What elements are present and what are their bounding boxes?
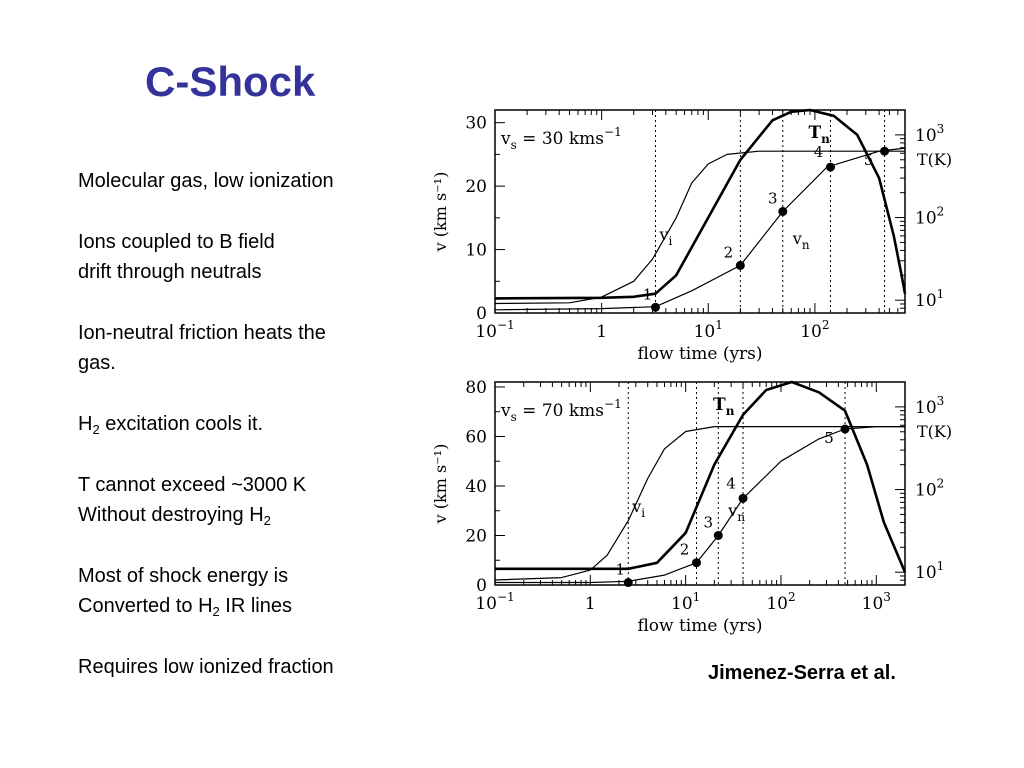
right-axis-label: T(K) (917, 422, 952, 441)
marker-label: 5 (824, 429, 834, 447)
bullet-text: Ions coupled to B field (78, 231, 275, 253)
series-label-vi: vi (658, 225, 672, 248)
marker-label: 4 (726, 474, 736, 492)
bullet-text: IR lines (219, 595, 292, 617)
x-axis-label: flow time (yrs) (637, 344, 762, 364)
bullet-item: H2 excitation cools it. (78, 409, 418, 439)
y-tick-label: 0 (476, 304, 487, 324)
bullet-text: Without destroying H (78, 504, 264, 526)
bullet-item: T cannot exceed ~3000 K Without destroyin… (78, 470, 418, 530)
marker-point (623, 578, 633, 588)
right-tick-label: 102 (915, 205, 944, 229)
marker-point (735, 260, 745, 270)
bullet-text: Requires low ionized fraction (78, 656, 334, 678)
right-tick-label: 102 (915, 477, 944, 501)
right-axis-label: T(K) (917, 150, 952, 169)
y-tick-label: 60 (465, 427, 487, 447)
marker-label: 4 (814, 143, 824, 161)
bullet-text: Converted to H (78, 595, 213, 617)
chart-bottom: 10−1 1 101 102 103 flow time (yrs) 0 20 40 60 80 v … (431, 378, 952, 636)
bullet-item: Requires low ionized fraction (78, 652, 418, 682)
bullet-item: Ions coupled to B field drift through neu… (78, 227, 418, 287)
x-axis-label: flow time (yrs) (637, 616, 762, 636)
shock-speed-annotation: vs = 70 kms−1 (500, 397, 622, 424)
marker-point (840, 424, 850, 434)
marker-label: 3 (704, 513, 714, 531)
right-tick-label: 103 (915, 394, 944, 418)
bullet-item: Most of shock energy is Converted to H2 I… (78, 561, 418, 621)
marker-label: 2 (680, 541, 690, 559)
bullet-item: Ion-neutral friction heats the gas. (78, 318, 418, 378)
bullet-text: drift through neutrals (78, 261, 262, 283)
x-tick-label: 10−1 (475, 318, 514, 342)
bullet-subscript: 2 (92, 422, 100, 437)
bullet-text: Molecular gas, low ionization (78, 170, 334, 192)
x-tick-label: 101 (671, 590, 700, 614)
bullet-text: excitation cools it. (99, 413, 264, 435)
y-tick-label: 20 (465, 526, 487, 546)
x-tick-label: 102 (766, 590, 795, 614)
marker-point (825, 162, 835, 172)
series-t-n (494, 108, 907, 300)
series-t-n (495, 380, 907, 573)
bullet-text: gas. (78, 352, 116, 374)
marker-label: 5 (864, 151, 874, 169)
marker-point (692, 558, 702, 568)
marker-label: 1 (643, 285, 653, 303)
marker-point (738, 493, 748, 503)
y-axis-label: v (km s⁻¹) (431, 444, 450, 525)
bullet-subscript: 2 (212, 604, 220, 619)
bullet-text: Ion-neutral friction heats the (78, 322, 326, 344)
series-label-vn: vn (792, 229, 810, 252)
marker-point (713, 530, 723, 540)
right-tick-label: 101 (915, 559, 944, 583)
bullet-item: Molecular gas, low ionization (78, 166, 418, 196)
bullet-text: T cannot exceed ~3000 K (78, 474, 307, 496)
marker-label: 2 (724, 243, 734, 261)
plot-frame (494, 381, 906, 586)
plot-frame (494, 109, 906, 314)
y-tick-label: 20 (465, 177, 487, 197)
y-tick-label: 30 (465, 114, 487, 134)
x-tick-label: 10−1 (475, 590, 514, 614)
series-v-i (494, 426, 905, 581)
credit: Jimenez-Serra et al. (708, 662, 896, 684)
x-tick-label: 1 (585, 594, 596, 614)
marker-label: 1 (615, 561, 625, 579)
x-tick-label: 103 (862, 590, 891, 614)
y-tick-label: 10 (465, 241, 487, 261)
series-v-i (494, 150, 905, 305)
shock-speed-annotation: vs = 30 kms−1 (500, 125, 622, 152)
bullet-text: Most of shock energy is (78, 565, 289, 587)
y-tick-label: 40 (465, 477, 487, 497)
marker-point (880, 146, 890, 156)
series-label-vi: vi (631, 497, 645, 520)
marker-point (650, 302, 660, 312)
series-v-n (495, 426, 905, 584)
y-tick-label: 0 (476, 576, 487, 596)
bullet-subscript: 2 (263, 513, 271, 528)
marker-label: 3 (768, 190, 778, 208)
bullet-text: H (78, 413, 93, 435)
series-label-vn: vn (727, 501, 745, 524)
chart-top: 10−1 1 101 102 flow time (yrs) 0 10 20 30 v (km s… (431, 108, 952, 364)
right-tick-label: 103 (915, 122, 944, 146)
x-tick-label: 101 (694, 318, 723, 342)
right-tick-label: 101 (915, 287, 944, 311)
marker-point (778, 207, 788, 216)
series-v-n (494, 147, 906, 311)
x-tick-label: 102 (800, 318, 829, 342)
bullet-list: Molecular gas, low ionization Ions couple… (78, 166, 418, 713)
slide-title: C-Shock (145, 58, 316, 105)
series-label-tn: Tn (808, 123, 830, 146)
series-label-tn: Tn (713, 395, 735, 418)
x-tick-label: 1 (596, 322, 607, 342)
y-axis-label: v (km s⁻¹) (431, 172, 450, 253)
y-tick-label: 80 (465, 378, 487, 398)
